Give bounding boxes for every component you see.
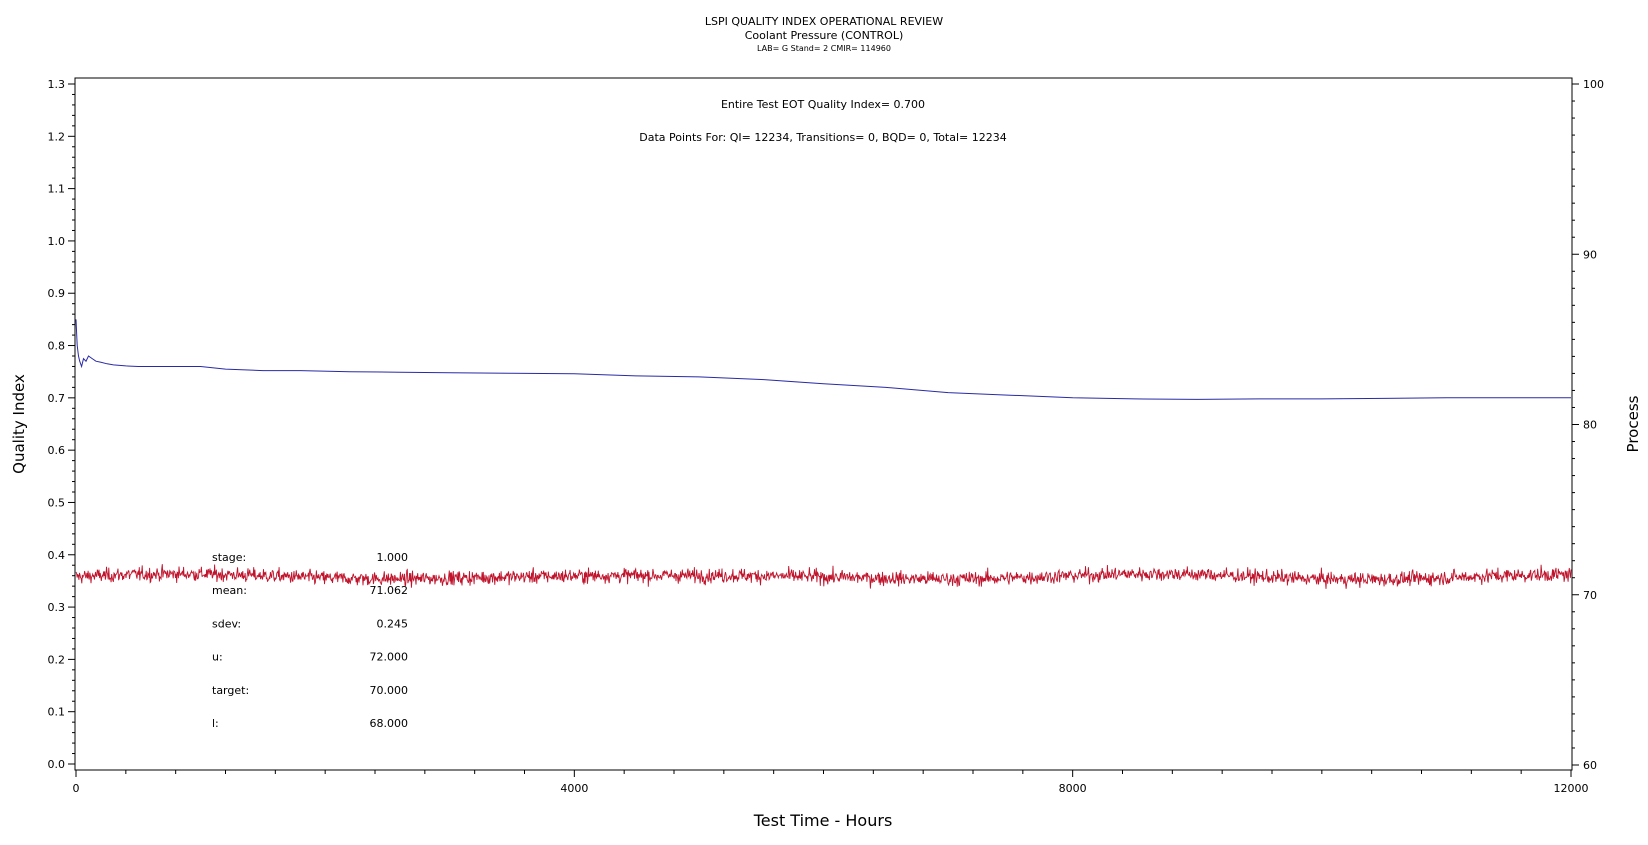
- chart-subtitle: Coolant Pressure (CONTROL): [745, 29, 904, 42]
- chart-subtitle-2: LAB= G Stand= 2 CMIR= 114960: [757, 44, 891, 53]
- left-y-tick-label: 0.0: [48, 758, 66, 771]
- stats-label: stage:: [212, 551, 246, 564]
- left-y-tick-label: 0.2: [48, 653, 66, 666]
- left-y-tick-label: 0.3: [48, 601, 66, 614]
- stats-label: mean:: [212, 584, 247, 597]
- x-axis-label: Test Time - Hours: [753, 811, 893, 830]
- left-y-tick-label: 1.3: [48, 78, 66, 91]
- left-y-tick-label: 0.6: [48, 444, 66, 457]
- process-line: [75, 564, 1572, 589]
- left-y-tick-label: 0.4: [48, 549, 66, 562]
- left-y-tick-label: 0.8: [48, 340, 66, 353]
- x-axis: 0 4000 8000 12000: [73, 770, 1589, 795]
- left-y-axis-label: Quality Index: [10, 374, 28, 474]
- left-y-tick-label: 0.7: [48, 392, 66, 405]
- data-points-annotation: Data Points For: QI= 12234, Transitions=…: [639, 131, 1007, 144]
- stats-value: 68.000: [370, 717, 409, 730]
- stats-value: 71.062: [370, 584, 409, 597]
- stats-label: sdev:: [212, 617, 241, 630]
- left-y-tick-label: 0.1: [48, 706, 66, 719]
- quality-index-line: [75, 319, 1571, 400]
- x-tick-label: 12000: [1554, 782, 1589, 795]
- right-y-axis-label: Process: [1624, 395, 1642, 452]
- plot-area: [74, 77, 1573, 771]
- right-y-axis: 60 70 80 90 100: [1572, 78, 1604, 772]
- x-tick-label: 8000: [1059, 782, 1087, 795]
- right-y-tick-label: 70: [1583, 589, 1597, 602]
- left-y-tick-label: 1.2: [48, 130, 66, 143]
- left-y-axis: 0.0 0.1 0.2 0.3 0.4 0.5 0.6 0.7 0.8 0.9 1.0 1.1 1.2 1…: [48, 78, 75, 771]
- process-series: [75, 564, 1572, 589]
- right-y-tick-label: 100: [1583, 78, 1604, 91]
- stats-value: 72.000: [370, 651, 409, 664]
- left-y-tick-label: 1.1: [48, 183, 66, 196]
- eot-quality-index-annotation: Entire Test EOT Quality Index= 0.700: [721, 98, 925, 111]
- left-y-tick-label: 0.9: [48, 287, 66, 300]
- right-y-tick-label: 80: [1583, 419, 1597, 432]
- left-y-tick-label: 1.0: [48, 235, 66, 248]
- stats-value: 1.000: [377, 551, 409, 564]
- right-y-tick-label: 90: [1583, 248, 1597, 261]
- stats-label: u:: [212, 651, 223, 664]
- chart-title: LSPI QUALITY INDEX OPERATIONAL REVIEW: [705, 15, 943, 28]
- left-y-tick-label: 0.5: [48, 496, 66, 509]
- right-y-tick-label: 60: [1583, 759, 1597, 772]
- stats-label: l:: [212, 717, 219, 730]
- stats-value: 70.000: [370, 684, 409, 697]
- stats-value: 0.245: [377, 617, 409, 630]
- stats-label: target:: [212, 684, 249, 697]
- x-tick-label: 4000: [560, 782, 588, 795]
- quality-index-series: [75, 319, 1571, 400]
- stats-table: stage: 1.000 mean: 71.062 sdev: 0.245 u: 72.000…: [212, 551, 408, 730]
- x-tick-label: 0: [73, 782, 80, 795]
